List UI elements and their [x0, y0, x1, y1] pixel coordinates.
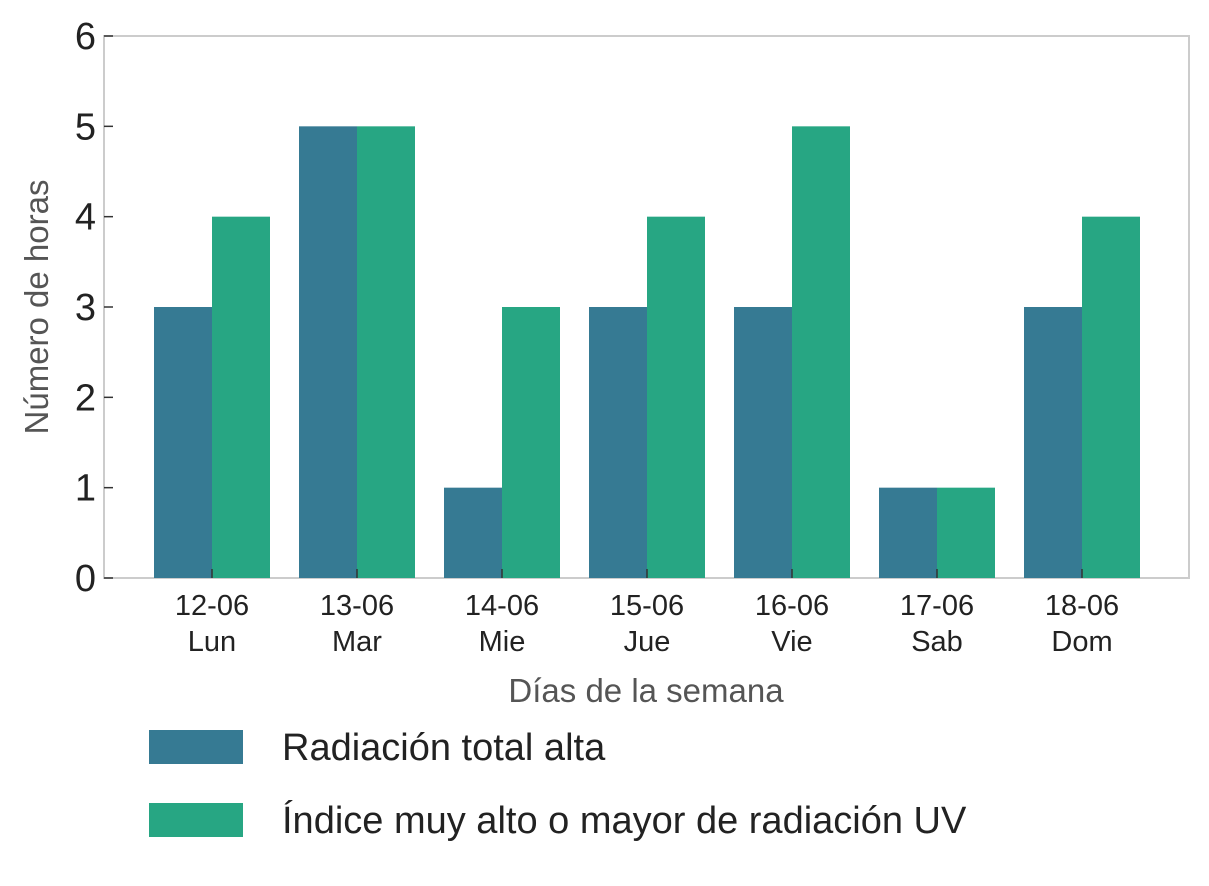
bars-layer	[154, 126, 1140, 578]
x-tick-label-day: Dom	[1051, 626, 1112, 658]
bar-radiacion-total-mar	[299, 126, 357, 578]
x-axis: 12-06 Lun 13-06 Mar 14-06 Mie 15-06 Jue 16-06 Vie…	[175, 569, 1119, 658]
x-tick-label-day: Mie	[479, 626, 526, 658]
bar-radiacion-total-mie	[444, 487, 502, 578]
x-tick-label-date: 13-06	[320, 590, 394, 622]
bar-indice-uv-mar	[357, 126, 415, 578]
bar-indice-uv-vie	[792, 126, 850, 578]
bar-radiacion-total-jue	[589, 307, 647, 578]
y-tick-label: 2	[75, 377, 96, 419]
x-tick-label-date: 14-06	[465, 590, 539, 622]
bar-indice-uv-jue	[647, 216, 705, 578]
legend: Radiación total alta Índice muy alto o ma…	[149, 727, 967, 842]
legend-swatch	[149, 803, 243, 837]
bar-indice-uv-lun	[212, 216, 270, 578]
legend-swatch	[149, 730, 243, 764]
x-tick-label-date: 17-06	[900, 590, 974, 622]
y-axis: 0 1 2 3 4 5 6	[75, 16, 113, 600]
x-tick-label-date: 18-06	[1045, 590, 1119, 622]
bar-radiacion-total-lun	[154, 307, 212, 578]
y-axis-title: Número de horas	[18, 180, 55, 435]
x-tick-label-day: Vie	[771, 626, 812, 658]
bar-radiacion-total-sab	[879, 487, 937, 578]
y-tick-label: 6	[75, 16, 96, 58]
y-tick-label: 1	[75, 468, 96, 510]
x-tick-label-day: Mar	[332, 626, 382, 658]
y-tick-label: 5	[75, 106, 96, 148]
x-tick-label-date: 16-06	[755, 590, 829, 622]
bar-indice-uv-dom	[1082, 216, 1140, 578]
x-tick-label-day: Jue	[624, 626, 671, 658]
x-tick-label-day: Lun	[188, 626, 236, 658]
y-tick-label: 4	[75, 197, 96, 239]
x-tick-label-day: Sab	[911, 626, 963, 658]
y-tick-label: 3	[75, 287, 96, 329]
legend-label: Radiación total alta	[282, 727, 606, 769]
legend-label: Índice muy alto o mayor de radiación UV	[282, 799, 967, 842]
y-tick-label: 0	[75, 558, 96, 600]
bar-radiacion-total-vie	[734, 307, 792, 578]
x-tick-label-date: 15-06	[610, 590, 684, 622]
bar-radiacion-total-dom	[1024, 307, 1082, 578]
bar-indice-uv-mie	[502, 307, 560, 578]
x-axis-title: Días de la semana	[508, 672, 784, 709]
x-tick-label-date: 12-06	[175, 590, 249, 622]
bar-indice-uv-sab	[937, 487, 995, 578]
